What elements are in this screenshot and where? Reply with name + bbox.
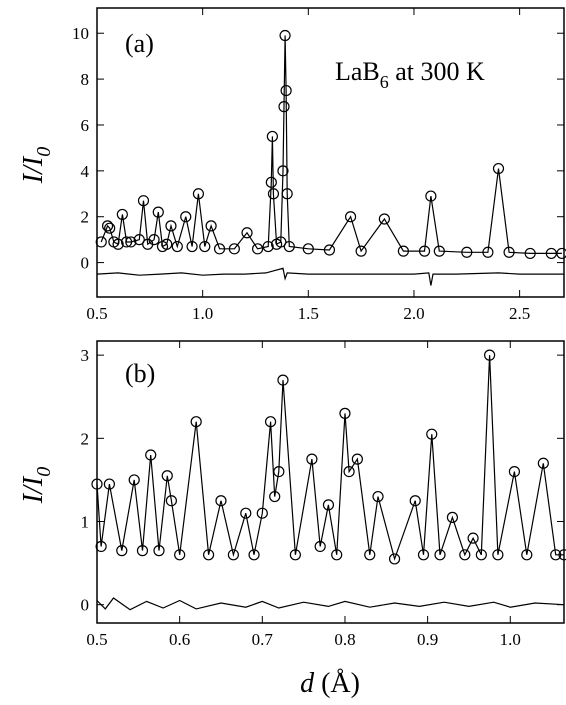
y-tick-label: 4	[81, 162, 90, 181]
y-tick-label: 10	[72, 24, 89, 43]
y-tick-label: 0	[81, 596, 90, 615]
observed-point	[251, 243, 264, 255]
observed-point	[165, 495, 177, 507]
observed-point	[521, 549, 533, 561]
observed-point	[492, 162, 505, 175]
y-tick-label: 8	[81, 70, 90, 89]
observed-point	[152, 206, 164, 218]
x-tick-label: 0.5	[86, 630, 107, 649]
observed-point	[372, 490, 384, 503]
y-tick-label: 0	[81, 254, 90, 273]
x-axis-label: d (Å)	[300, 668, 360, 699]
x-tick-label: 2.5	[509, 304, 530, 323]
annotation-sub: 6	[380, 72, 389, 92]
y-tick-label: 6	[81, 116, 90, 135]
x-label-unit: (Å)	[314, 668, 360, 699]
observed-point	[215, 495, 227, 507]
y-axis-label: I/I0	[18, 467, 55, 504]
observed-point	[112, 238, 124, 250]
observed-point	[227, 549, 239, 561]
y-tick-label: 2	[81, 208, 90, 227]
observed-point	[378, 213, 390, 225]
y-tick-label: 3	[81, 346, 90, 365]
y-label-sub: 0	[33, 147, 55, 157]
observed-point	[174, 549, 186, 561]
x-tick-label: 0.7	[252, 630, 274, 649]
y-tick-label: 2	[81, 429, 90, 448]
x-tick-label: 0.8	[334, 630, 355, 649]
observed-point	[508, 466, 521, 478]
observed-point	[364, 549, 376, 561]
observed-point	[537, 457, 549, 469]
y-label-sub: 0	[33, 467, 55, 477]
line	[100, 35, 562, 254]
line	[96, 267, 564, 286]
x-tick-label: 0.9	[417, 630, 438, 649]
observed-point	[116, 545, 128, 557]
panel-label: (a)	[125, 29, 154, 58]
observed-point	[95, 236, 107, 248]
observed-point	[171, 240, 183, 253]
line	[96, 597, 565, 611]
observed-point	[467, 532, 479, 544]
x-label-var: d	[300, 668, 315, 699]
observed-point	[180, 211, 192, 223]
line	[96, 355, 564, 561]
observed-point	[388, 553, 401, 565]
panel-label: (b)	[125, 359, 155, 388]
x-tick-label: 0.6	[169, 630, 190, 649]
x-tick-label: 1.5	[298, 304, 319, 323]
annotation: LaB6 at 300 K	[335, 57, 485, 92]
observed-point	[446, 511, 459, 523]
annotation-text: LaB	[335, 57, 380, 86]
observed-point	[248, 549, 260, 561]
observed-point	[409, 495, 421, 507]
y-tick-label: 1	[81, 513, 90, 532]
observed-point	[148, 234, 160, 246]
y-axis-label: I/I0	[18, 147, 55, 184]
observed-point	[355, 245, 367, 257]
observed-point	[344, 211, 357, 223]
observed-point	[101, 220, 114, 232]
plot-frame	[96, 340, 565, 624]
x-tick-label: 0.5	[86, 304, 107, 323]
observed-point	[351, 453, 363, 465]
observed-point	[240, 507, 252, 519]
observed-point	[125, 236, 137, 248]
observed-point	[459, 549, 471, 561]
observed-point	[116, 208, 128, 221]
observed-point	[205, 220, 217, 232]
x-tick-label: 1.0	[192, 304, 213, 323]
observed-point	[165, 220, 177, 232]
x-tick-label: 2.0	[403, 304, 424, 323]
observed-point	[322, 499, 335, 511]
annotation-rest: at 300 K	[389, 57, 485, 86]
observed-point	[241, 227, 253, 239]
plot-frame	[96, 7, 565, 298]
observed-point	[104, 222, 116, 234]
observed-point	[103, 478, 115, 490]
y-label-text: I/I	[18, 155, 49, 184]
y-label-text: I/I	[18, 475, 49, 504]
x-tick-label: 1.0	[500, 630, 521, 649]
